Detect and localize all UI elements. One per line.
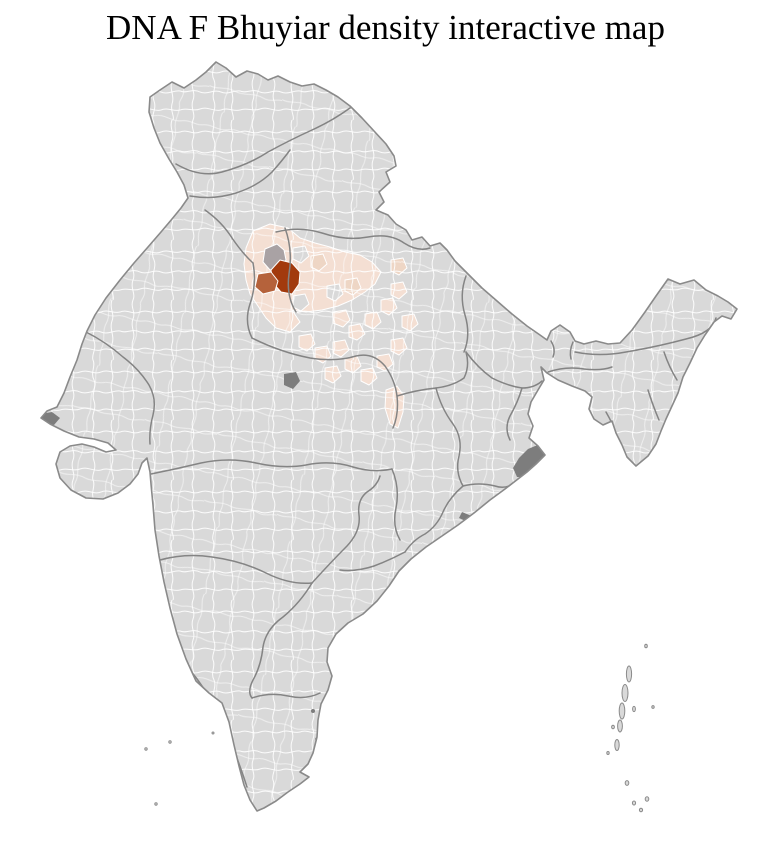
lakshadweep-islands: [144, 731, 215, 806]
district-medium-density[interactable]: [254, 271, 279, 295]
konkan-coast-patch: [150, 534, 156, 549]
urban-gray-patch: [284, 372, 300, 389]
page-title: DNA F Bhuyiar density interactive map: [106, 8, 665, 47]
district-mesh-layer-2: [41, 62, 737, 811]
india-coastline: [40, 61, 738, 812]
state-borders: [85, 107, 717, 788]
pulicat-lake-patch: [311, 709, 315, 713]
andaman-nicobar-islands: [606, 643, 655, 813]
